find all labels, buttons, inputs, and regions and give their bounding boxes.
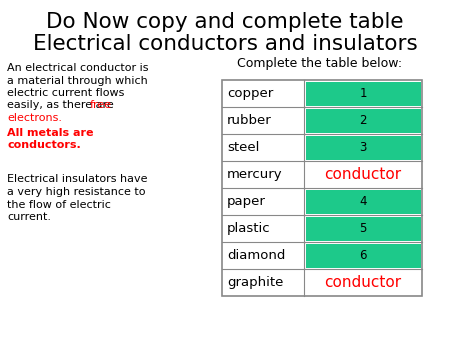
Text: easily, as there are: easily, as there are (7, 100, 117, 111)
Text: paper: paper (227, 195, 266, 208)
Text: electric current flows: electric current flows (7, 88, 124, 98)
Text: free: free (90, 100, 112, 111)
Text: current.: current. (7, 212, 51, 222)
Text: conductor: conductor (324, 275, 401, 290)
Bar (306, 108, 420, 132)
Text: Do Now copy and complete table: Do Now copy and complete table (46, 12, 404, 32)
Text: 5: 5 (359, 222, 367, 235)
Text: An electrical conductor is: An electrical conductor is (7, 63, 148, 73)
Text: 3: 3 (359, 141, 367, 154)
Text: rubber: rubber (227, 114, 272, 127)
Text: diamond: diamond (227, 249, 285, 262)
Text: electrons.: electrons. (7, 113, 62, 123)
Text: All metals are: All metals are (7, 127, 94, 138)
Text: plastic: plastic (227, 222, 270, 235)
Bar (306, 190, 420, 214)
Text: copper: copper (227, 87, 273, 100)
Text: Electrical conductors and insulators: Electrical conductors and insulators (32, 34, 418, 54)
Text: the flow of electric: the flow of electric (7, 199, 111, 210)
Text: 1: 1 (359, 87, 367, 100)
Bar (306, 136, 420, 160)
Text: steel: steel (227, 141, 259, 154)
Text: a material through which: a material through which (7, 75, 148, 86)
Text: 2: 2 (359, 114, 367, 127)
Bar (306, 243, 420, 267)
Text: graphite: graphite (227, 276, 284, 289)
Bar (222, 80, 422, 296)
Text: 6: 6 (359, 249, 367, 262)
Text: Complete the table below:: Complete the table below: (237, 57, 402, 71)
Text: conductor: conductor (324, 167, 401, 182)
Text: conductors.: conductors. (7, 140, 81, 150)
Bar (306, 81, 420, 105)
Text: mercury: mercury (227, 168, 283, 181)
Bar (306, 217, 420, 241)
Text: 4: 4 (359, 195, 367, 208)
Text: Electrical insulators have: Electrical insulators have (7, 174, 148, 185)
Text: a very high resistance to: a very high resistance to (7, 187, 145, 197)
